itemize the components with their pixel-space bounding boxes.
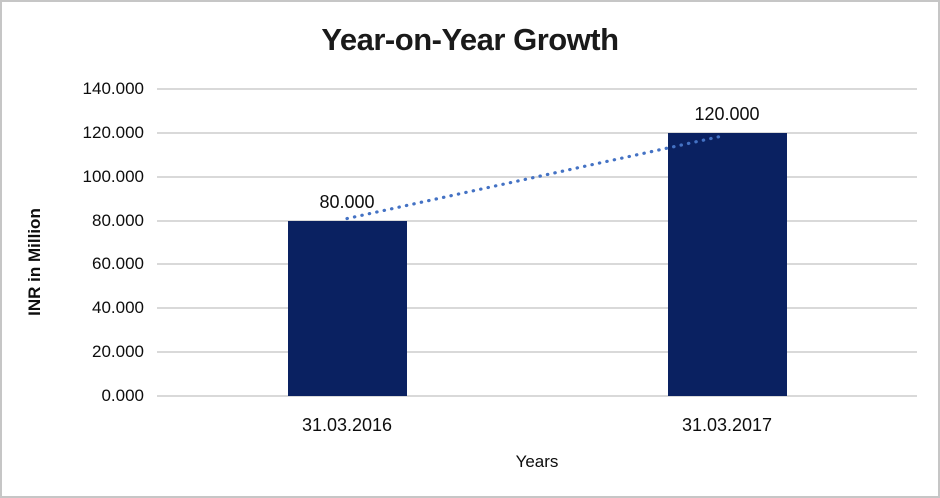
gridline: [157, 307, 917, 310]
y-tick-label: 140.000: [82, 79, 144, 98]
gridline: [157, 175, 917, 178]
bar-31.03.2017: [667, 132, 787, 396]
gridline: [157, 351, 917, 354]
y-tick-label: 120.000: [82, 122, 144, 142]
y-tick-label: 80.000: [92, 210, 144, 230]
x-tick-label: 31.03.2017: [681, 415, 773, 435]
x-axis-title: Years: [515, 452, 559, 471]
gridline: [157, 395, 917, 397]
y-tick-label: 0.000: [101, 386, 144, 405]
gridline: [157, 263, 917, 266]
plot-area: [157, 88, 917, 397]
bar-31.03.2016: [287, 220, 407, 396]
y-axis-title: INR in Million: [25, 208, 44, 316]
gridline: [157, 88, 917, 90]
bar-value-label: 80.000: [319, 191, 375, 212]
x-tick-label: 31.03.2016: [301, 415, 393, 435]
gridline: [157, 131, 917, 134]
bar-value-label: 120.000: [694, 103, 760, 124]
gridline: [157, 219, 917, 222]
chart-title: Year-on-Year Growth: [321, 22, 619, 57]
y-tick-label: 60.000: [92, 254, 144, 274]
y-tick-label: 20.000: [92, 342, 144, 362]
y-tick-label: 40.000: [92, 298, 144, 318]
y-tick-label: 100.000: [82, 166, 144, 186]
